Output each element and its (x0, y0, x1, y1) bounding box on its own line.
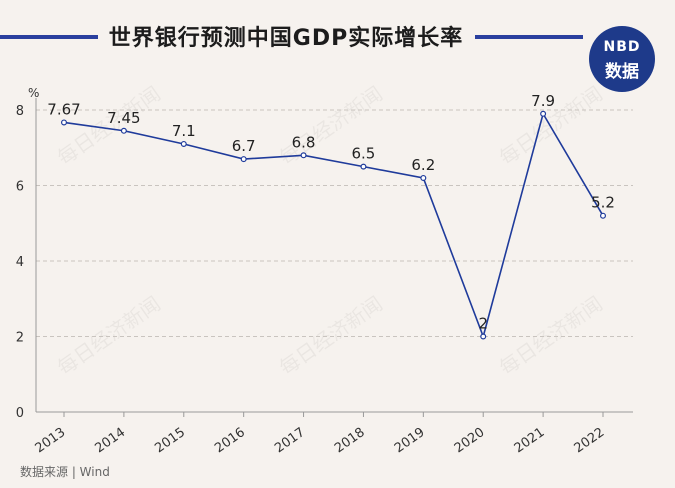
y-tick-label: 6 (16, 180, 24, 195)
x-tick-label: 2014 (92, 425, 128, 456)
y-axis: 0 2 4 6 8% (16, 86, 40, 421)
data-point (540, 110, 547, 117)
chart-title: 世界银行预测中国GDP实际增长率 (108, 26, 464, 51)
data-point (599, 212, 606, 219)
x-axis: 2013 2014 2015 2016 2017 2018 2019 2020 2021 2022 (33, 411, 633, 456)
x-tick-label: 2017 (272, 425, 308, 456)
data-point (60, 119, 67, 126)
data-label: 2 (478, 315, 488, 333)
x-tick-label: 2016 (212, 425, 248, 456)
data-label: 7.1 (172, 122, 196, 140)
x-tick-label: 2019 (392, 425, 428, 456)
data-label: 7.67 (47, 100, 80, 118)
data-point (420, 174, 427, 181)
data-label: 7.45 (107, 109, 140, 127)
data-point (120, 127, 127, 134)
x-tick-label: 2013 (33, 425, 69, 456)
y-tick-label: 8 (16, 104, 24, 119)
series-layer: 7.67 7.45 7.1 6.7 6.8 6.5 6.2 2 7.9 5.2 (47, 92, 615, 340)
x-tick-label: 2022 (572, 425, 608, 456)
data-source: 数据来源 | Wind (20, 465, 110, 479)
title-area: 世界银行预测中国GDP实际增长率 (0, 18, 675, 58)
data-label: 6.8 (292, 133, 316, 151)
data-label: 6.5 (352, 145, 376, 163)
data-point (300, 152, 307, 159)
data-point (180, 140, 187, 147)
data-point (360, 163, 367, 170)
title-accent-right (475, 35, 583, 39)
series-line (63, 111, 604, 340)
logo-bottom-text: 数据 (605, 62, 639, 82)
title-accent-left (0, 35, 98, 39)
data-label: 6.7 (232, 137, 256, 155)
y-axis-unit: % (28, 86, 39, 100)
data-point (240, 156, 247, 163)
y-tick-label: 2 (16, 331, 24, 346)
x-tick-label: 2020 (452, 425, 488, 456)
x-tick-label: 2018 (332, 425, 368, 456)
data-point (480, 333, 487, 340)
data-label: 5.2 (591, 194, 615, 212)
y-tick-label: 0 (16, 406, 24, 421)
nbd-logo: NBD 数据 (589, 26, 655, 92)
y-tick-label: 4 (16, 255, 24, 270)
logo-top-text: NBD (603, 39, 641, 55)
data-label: 6.2 (411, 156, 435, 174)
gridlines (36, 109, 633, 337)
x-tick-label: 2015 (152, 425, 188, 456)
x-tick-label: 2021 (512, 425, 548, 456)
data-label: 7.9 (531, 92, 555, 110)
